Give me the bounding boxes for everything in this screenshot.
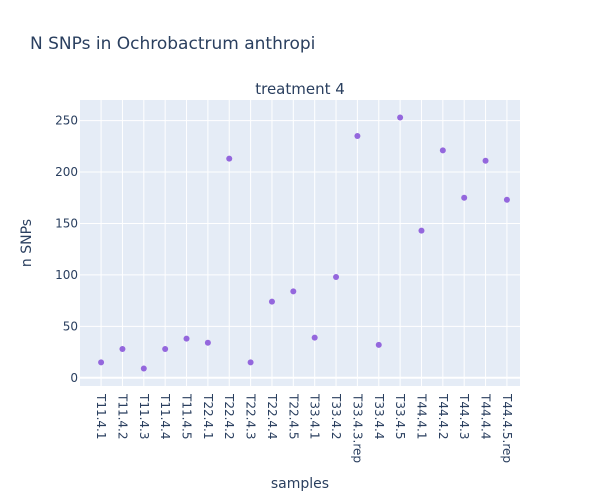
x-tick-label: T33.4.2 xyxy=(329,393,343,440)
data-point xyxy=(333,273,340,280)
figure-title: N SNPs in Ochrobactrum anthropi xyxy=(30,34,316,54)
data-point xyxy=(226,155,233,162)
x-tick-label: T22.4.1 xyxy=(201,393,215,440)
data-point xyxy=(461,194,468,201)
plot-area xyxy=(80,100,520,386)
data-point xyxy=(162,345,169,352)
x-tick-label: T11.4.2 xyxy=(115,393,129,440)
x-tick-label: T22.4.2 xyxy=(222,393,236,440)
x-tick-label: T33.4.3.rep xyxy=(350,393,364,463)
x-tick-label: T11.4.3 xyxy=(137,393,151,440)
x-tick-label: T22.4.5 xyxy=(286,393,300,440)
data-point xyxy=(503,196,510,203)
x-tick-label: T44.4.2 xyxy=(436,393,450,440)
x-axis-title: samples xyxy=(271,476,329,492)
y-axis-title: n SNPs xyxy=(19,219,35,267)
data-point xyxy=(183,335,190,342)
y-tick-label: 250 xyxy=(55,114,78,128)
x-tick-label: T11.4.4 xyxy=(158,393,172,440)
x-tick-label: T11.4.5 xyxy=(180,393,194,440)
data-point xyxy=(311,334,318,341)
data-point xyxy=(482,157,489,164)
data-point xyxy=(418,227,425,234)
x-tick-label: T22.4.3 xyxy=(244,393,258,440)
data-points xyxy=(98,114,510,372)
x-tick-label: T33.4.1 xyxy=(308,393,322,440)
x-tick-label: T11.4.1 xyxy=(94,393,108,440)
subplot-title: treatment 4 xyxy=(255,80,345,98)
data-point xyxy=(375,341,382,348)
x-tick-label: T44.4.3 xyxy=(457,393,471,440)
data-point xyxy=(119,345,126,352)
y-tick-label: 100 xyxy=(55,268,78,282)
data-point xyxy=(204,339,211,346)
x-tick-label: T44.4.1 xyxy=(414,393,428,440)
data-point xyxy=(397,114,404,121)
x-tick-label: T44.4.5.rep xyxy=(500,393,514,463)
x-tick-label: T44.4.4 xyxy=(479,393,493,440)
data-point xyxy=(98,359,105,366)
data-point xyxy=(140,365,147,372)
y-tick-label: 200 xyxy=(55,165,78,179)
x-tick-label: T33.4.5 xyxy=(393,393,407,440)
y-tick-label: 50 xyxy=(63,319,78,333)
data-point xyxy=(354,133,361,140)
x-tick-label: T22.4.4 xyxy=(265,393,279,440)
y-tick-label: 0 xyxy=(70,371,78,385)
data-point xyxy=(439,147,446,154)
data-point xyxy=(290,288,297,295)
y-tick-labels: 0 50 100 150 200 250 xyxy=(55,114,78,385)
data-point xyxy=(247,359,254,366)
x-tick-labels: T11.4.1 T11.4.2 T11.4.3 T11.4.4 T11.4.5 T22.4… xyxy=(94,393,514,463)
data-point xyxy=(268,298,275,305)
x-tick-label: T33.4.4 xyxy=(372,393,386,440)
y-tick-label: 150 xyxy=(55,216,78,230)
